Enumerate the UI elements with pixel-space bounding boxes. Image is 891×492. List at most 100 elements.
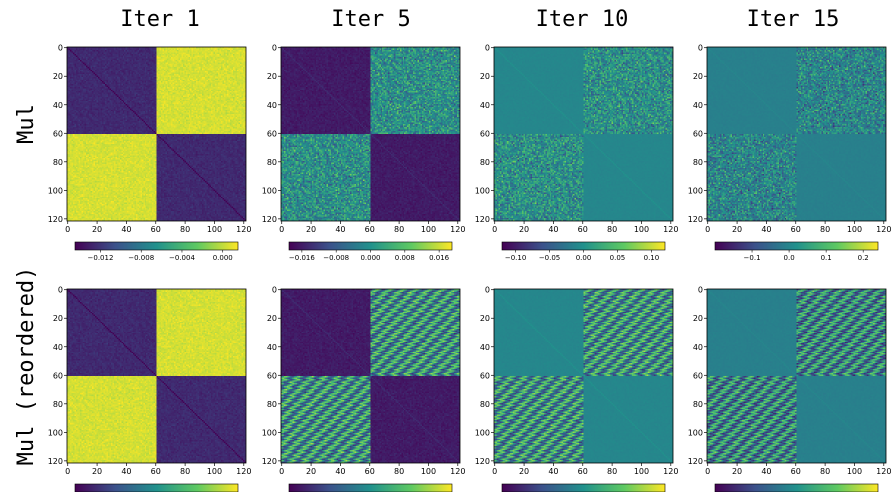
heatmap-image <box>707 47 886 221</box>
y-tick-label: 80 <box>53 400 63 409</box>
x-tick-label: 100 <box>847 467 862 476</box>
x-tick-label: 80 <box>607 225 617 234</box>
heatmap-image <box>67 47 246 221</box>
y-tick-label: 100 <box>688 428 703 437</box>
x-tick-label: 60 <box>365 225 375 234</box>
y-tick-label: 60 <box>53 371 63 380</box>
x-tick-label: 20 <box>306 225 316 234</box>
colorbar-tick-label: 0.0 <box>784 254 795 262</box>
y-tick-label: 120 <box>262 215 277 224</box>
y-tick-label: 80 <box>267 400 277 409</box>
heatmap-panel-r1-c1: 020406080100120020406080100120−0.016−0.0… <box>262 286 465 492</box>
colorbar-tick-label: 0.000 <box>213 254 233 262</box>
x-tick-label: 60 <box>791 467 801 476</box>
x-tick-label: 0 <box>279 225 284 234</box>
y-tick-label: 100 <box>475 428 490 437</box>
y-tick-label: 0 <box>698 286 703 295</box>
y-tick-label: 60 <box>693 129 703 138</box>
heatmap-image <box>494 47 673 221</box>
column-title-iter-1: Iter 1 <box>120 7 199 32</box>
y-tick-label: 40 <box>53 343 63 352</box>
x-tick-label: 0 <box>705 225 710 234</box>
heatmap-frame <box>706 288 887 464</box>
x-tick-label: 120 <box>876 225 891 234</box>
y-tick-label: 20 <box>53 314 63 323</box>
x-tick-label: 120 <box>876 467 891 476</box>
x-tick-label: 40 <box>761 225 771 234</box>
row-label-mul-reordered: Mul (reordered) <box>14 267 39 466</box>
x-tick-label: 100 <box>421 225 436 234</box>
heatmap-frame <box>706 46 887 222</box>
x-tick-label: 80 <box>607 467 617 476</box>
colorbar-gradient <box>288 483 453 492</box>
y-tick-label: 120 <box>262 457 277 466</box>
y-tick-label: 100 <box>48 186 63 195</box>
x-tick-label: 100 <box>207 225 222 234</box>
y-tick-label: 40 <box>693 101 703 110</box>
row-label-mul: Mul <box>14 104 39 144</box>
colorbar-tick-label: 0.1 <box>821 254 832 262</box>
x-tick-label: 0 <box>705 467 710 476</box>
x-tick-label: 120 <box>450 225 465 234</box>
y-tick-label: 120 <box>475 215 490 224</box>
y-tick-label: 0 <box>58 44 63 53</box>
colorbar-tick-label: −0.004 <box>169 254 195 262</box>
colorbar-gradient <box>74 483 239 492</box>
colorbar: −0.1 0.0 0.1 0.2 <box>714 241 879 262</box>
y-tick-label: 0 <box>272 44 277 53</box>
heatmap-frame <box>493 46 674 222</box>
x-tick-label: 80 <box>394 225 404 234</box>
colorbar-tick-label: −0.1 <box>744 254 761 262</box>
y-tick-label: 40 <box>53 101 63 110</box>
y-tick-label: 40 <box>480 101 490 110</box>
x-tick-label: 40 <box>121 467 131 476</box>
colorbar-tick-label: 0.000 <box>360 254 380 262</box>
x-tick-label: 100 <box>847 225 862 234</box>
colorbar-tick-label: −0.008 <box>323 254 349 262</box>
x-tick-label: 60 <box>151 467 161 476</box>
y-tick-label: 20 <box>693 314 703 323</box>
heatmap-image <box>281 47 460 221</box>
x-tick-label: 60 <box>791 225 801 234</box>
y-tick-label: 100 <box>48 428 63 437</box>
x-tick-label: 0 <box>279 467 284 476</box>
y-tick-label: 0 <box>485 286 490 295</box>
y-tick-label: 60 <box>480 129 490 138</box>
x-tick-label: 40 <box>335 467 345 476</box>
x-tick-label: 40 <box>548 225 558 234</box>
heatmap-image <box>67 289 246 463</box>
heatmap-panel-r1-c2: 020406080100120020406080100120−0.10−0.05… <box>475 286 678 492</box>
heatmap-frame <box>280 46 461 222</box>
colorbar-tick-label: 0.016 <box>429 254 450 262</box>
x-tick-label: 20 <box>306 467 316 476</box>
colorbar: −0.10 −0.05 0.00 0.05 0.10 <box>501 241 666 262</box>
y-tick-label: 100 <box>262 428 277 437</box>
y-tick-label: 80 <box>267 158 277 167</box>
colorbar-tick-label: −0.008 <box>128 254 154 262</box>
x-tick-label: 0 <box>492 467 497 476</box>
colorbar-gradient <box>714 241 879 251</box>
heatmap-frame <box>66 46 247 222</box>
x-tick-label: 80 <box>394 467 404 476</box>
colorbar-tick-label: −0.05 <box>539 254 560 262</box>
y-tick-label: 80 <box>480 158 490 167</box>
x-tick-label: 60 <box>578 467 588 476</box>
y-tick-label: 60 <box>53 129 63 138</box>
y-tick-label: 40 <box>267 101 277 110</box>
colorbar-gradient <box>74 241 239 251</box>
colorbar-tick-label: −0.016 <box>289 254 315 262</box>
x-tick-label: 60 <box>365 467 375 476</box>
x-tick-label: 0 <box>65 225 70 234</box>
x-tick-label: 20 <box>92 225 102 234</box>
column-title-iter-15: Iter 15 <box>747 7 840 32</box>
x-tick-label: 120 <box>236 467 251 476</box>
y-tick-label: 80 <box>693 158 703 167</box>
